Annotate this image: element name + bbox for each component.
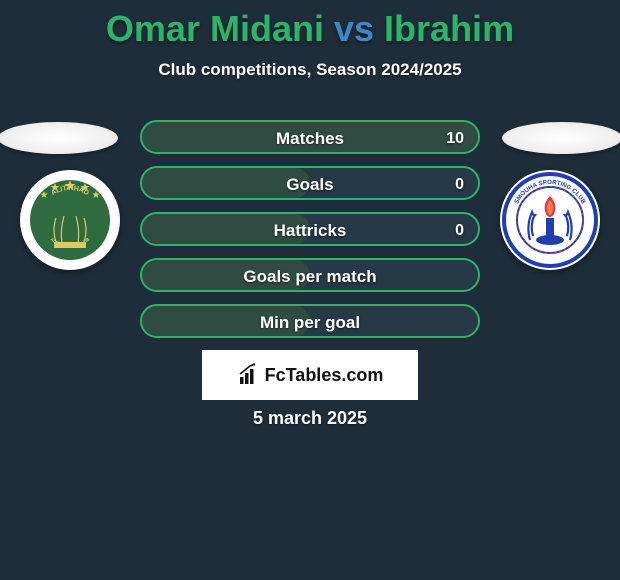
stat-row: Hattricks0 — [140, 212, 480, 246]
player2-avatar-placeholder — [502, 122, 620, 154]
stat-value: 0 — [455, 168, 464, 200]
title-player2: Ibrahim — [384, 8, 514, 49]
brand-text: FcTables.com — [265, 365, 384, 386]
stat-row: Goals0 — [140, 166, 480, 200]
page-title: Omar Midani vs Ibrahim — [0, 0, 620, 50]
title-vs: vs — [334, 8, 374, 49]
brand-box: FcTables.com — [202, 350, 418, 400]
player1-avatar-placeholder — [0, 122, 118, 154]
stat-row: Min per goal — [140, 304, 480, 338]
stat-row: Goals per match — [140, 258, 480, 292]
club-badge-left: ALITTIHAD ALEXANDRIA CLUB — [20, 170, 120, 270]
stat-label: Hattricks — [142, 214, 478, 246]
stat-label: Goals — [142, 168, 478, 200]
stat-value: 10 — [446, 122, 464, 154]
club-badge-right: SMOUHA SPORTING CLUB — [500, 170, 600, 270]
date-label: 5 march 2025 — [0, 408, 620, 429]
stat-value: 0 — [455, 214, 464, 246]
stat-label: Matches — [142, 122, 478, 154]
subtitle: Club competitions, Season 2024/2025 — [0, 60, 620, 80]
stat-label: Min per goal — [142, 306, 478, 338]
brand-chart-icon — [237, 363, 261, 387]
stats-container: Matches10Goals0Hattricks0Goals per match… — [140, 120, 480, 350]
title-player1: Omar Midani — [106, 8, 324, 49]
stat-row: Matches10 — [140, 120, 480, 154]
stat-label: Goals per match — [142, 260, 478, 292]
